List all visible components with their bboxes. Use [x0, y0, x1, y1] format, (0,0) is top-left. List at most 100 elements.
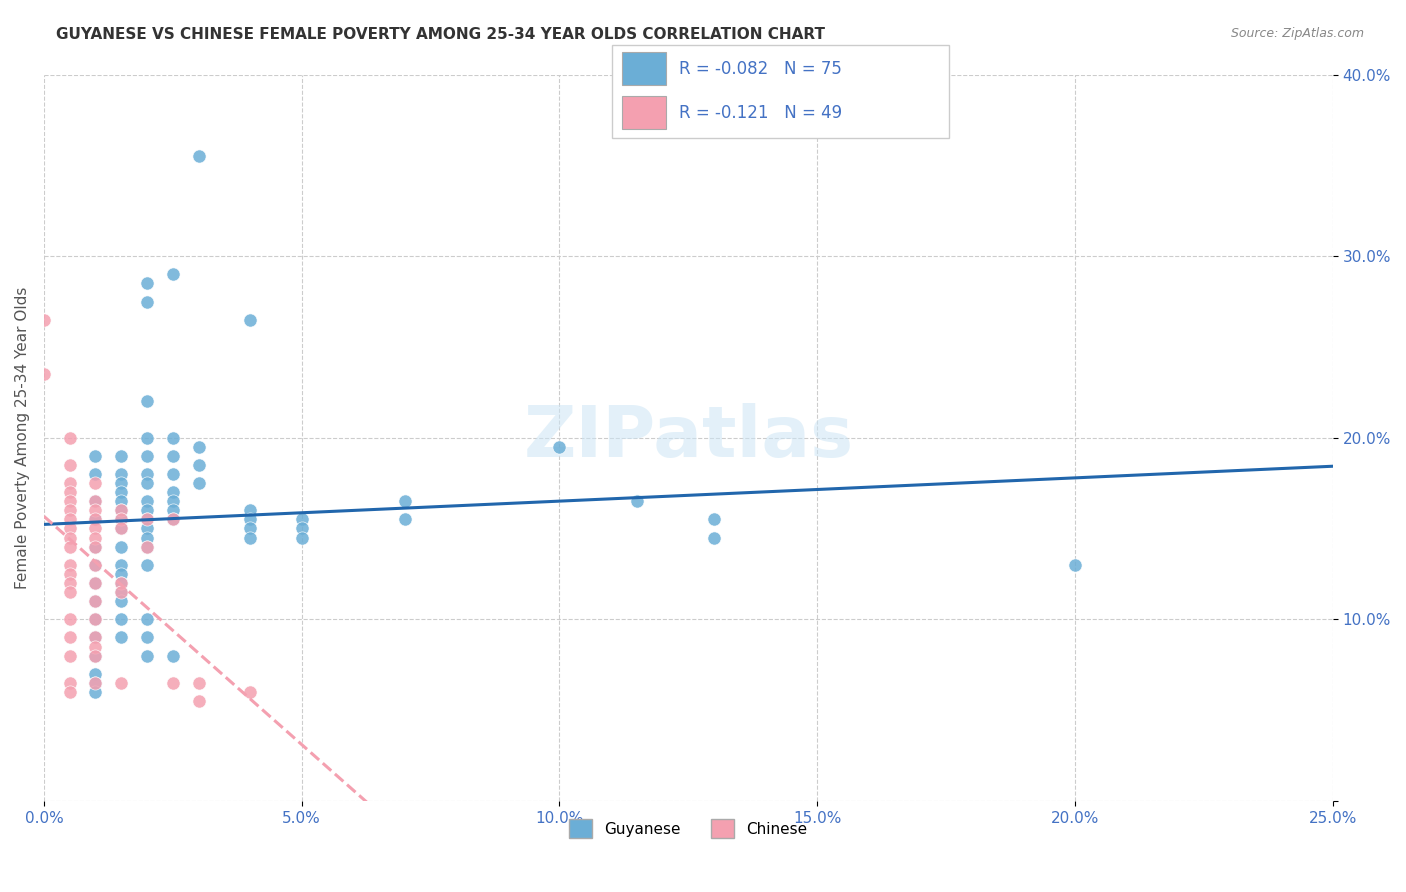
Point: [162, 503, 184, 517]
Point: [59, 458, 82, 472]
Point: [110, 521, 132, 535]
Point: [84, 494, 107, 508]
Text: Source: ZipAtlas.com: Source: ZipAtlas.com: [1230, 27, 1364, 40]
Point: [59, 685, 82, 699]
Point: [136, 449, 159, 463]
Point: [136, 294, 159, 309]
Point: [59, 476, 82, 491]
Point: [59, 676, 82, 690]
Point: [110, 503, 132, 517]
Bar: [621, 96, 665, 129]
Point: [110, 485, 132, 500]
Point: [136, 521, 159, 535]
Point: [110, 476, 132, 491]
Point: [394, 494, 416, 508]
Point: [84, 467, 107, 481]
Point: [162, 449, 184, 463]
Point: [59, 648, 82, 663]
Point: [59, 431, 82, 445]
Text: ZIPatlas: ZIPatlas: [523, 403, 853, 472]
Point: [136, 540, 159, 554]
Point: [136, 476, 159, 491]
Point: [110, 585, 132, 599]
Point: [84, 476, 107, 491]
Point: [84, 576, 107, 591]
Point: [239, 503, 262, 517]
Point: [187, 458, 209, 472]
Point: [84, 685, 107, 699]
Point: [239, 531, 262, 545]
Point: [84, 576, 107, 591]
Bar: [621, 52, 665, 85]
Point: [84, 449, 107, 463]
Point: [84, 503, 107, 517]
Point: [110, 585, 132, 599]
Point: [136, 467, 159, 481]
Point: [110, 449, 132, 463]
Point: [162, 676, 184, 690]
Point: [110, 467, 132, 481]
Point: [239, 685, 262, 699]
Point: [1064, 558, 1087, 572]
Point: [84, 540, 107, 554]
Point: [84, 648, 107, 663]
Point: [110, 594, 132, 608]
Point: [110, 631, 132, 645]
Point: [187, 694, 209, 708]
Point: [291, 531, 314, 545]
Point: [136, 540, 159, 554]
Point: [84, 558, 107, 572]
Point: [110, 576, 132, 591]
Point: [110, 512, 132, 526]
Point: [136, 512, 159, 526]
Point: [84, 512, 107, 526]
Point: [84, 558, 107, 572]
Legend: Guyanese, Chinese: Guyanese, Chinese: [562, 814, 814, 844]
Point: [32, 312, 55, 326]
Point: [187, 476, 209, 491]
Point: [162, 485, 184, 500]
Point: [59, 485, 82, 500]
Point: [84, 594, 107, 608]
Point: [84, 631, 107, 645]
Point: [59, 494, 82, 508]
Point: [136, 277, 159, 291]
Point: [84, 594, 107, 608]
Point: [84, 494, 107, 508]
Point: [84, 676, 107, 690]
Point: [84, 612, 107, 626]
Point: [136, 531, 159, 545]
Point: [162, 512, 184, 526]
Point: [187, 676, 209, 690]
Point: [136, 494, 159, 508]
Point: [162, 494, 184, 508]
Point: [136, 648, 159, 663]
Point: [162, 648, 184, 663]
Point: [32, 367, 55, 381]
Point: [59, 612, 82, 626]
Text: GUYANESE VS CHINESE FEMALE POVERTY AMONG 25-34 YEAR OLDS CORRELATION CHART: GUYANESE VS CHINESE FEMALE POVERTY AMONG…: [56, 27, 825, 42]
Point: [84, 666, 107, 681]
Point: [84, 612, 107, 626]
Point: [291, 512, 314, 526]
Point: [59, 531, 82, 545]
Point: [291, 521, 314, 535]
Point: [59, 558, 82, 572]
Point: [136, 631, 159, 645]
Y-axis label: Female Poverty Among 25-34 Year Olds: Female Poverty Among 25-34 Year Olds: [15, 286, 30, 589]
Point: [110, 540, 132, 554]
Point: [162, 512, 184, 526]
Point: [84, 648, 107, 663]
Point: [59, 521, 82, 535]
Point: [84, 512, 107, 526]
Point: [59, 540, 82, 554]
Point: [110, 576, 132, 591]
Point: [84, 676, 107, 690]
Point: [239, 312, 262, 326]
Point: [84, 631, 107, 645]
Point: [110, 558, 132, 572]
Point: [136, 431, 159, 445]
Point: [162, 431, 184, 445]
Point: [136, 394, 159, 409]
Point: [187, 149, 209, 163]
